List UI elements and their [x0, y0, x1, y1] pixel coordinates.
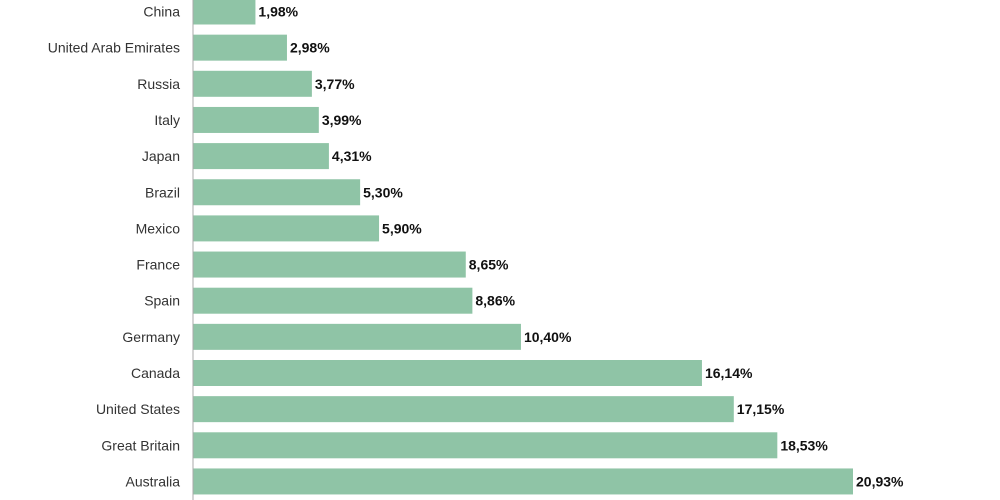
bar-great-britain	[193, 432, 778, 459]
bar-russia	[193, 70, 312, 97]
bar-united-states	[193, 396, 734, 423]
value-label: 3,77%	[315, 76, 355, 92]
bar-japan	[193, 143, 329, 170]
category-label: United Arab Emirates	[48, 40, 180, 56]
bar-china	[193, 0, 256, 25]
bar-spain	[193, 287, 473, 314]
category-label: Italy	[154, 112, 180, 128]
bar-italy	[193, 106, 319, 133]
bar-germany	[193, 323, 521, 350]
value-label: 8,86%	[475, 293, 515, 309]
value-label: 4,31%	[332, 148, 372, 164]
value-labels: 1,98% 2,98% 3,77% 3,99% 4,31% 5,30% 5,90% 8,65%…	[258, 4, 904, 490]
category-label: Brazil	[145, 184, 180, 200]
category-label: Mexico	[136, 220, 181, 236]
value-label: 5,30%	[363, 184, 403, 200]
category-label: Australia	[126, 473, 181, 489]
value-label: 20,93%	[856, 473, 904, 489]
value-label: 10,40%	[524, 329, 572, 345]
category-label: Japan	[142, 148, 180, 164]
category-label: France	[136, 257, 180, 273]
bar-australia	[193, 468, 853, 495]
bar-mexico	[193, 215, 380, 242]
category-label: China	[143, 4, 180, 20]
value-label: 3,99%	[322, 112, 362, 128]
bar-canada	[193, 360, 702, 386]
category-label: Spain	[144, 293, 180, 309]
value-label: 17,15%	[737, 401, 785, 417]
category-label: United States	[96, 401, 180, 417]
category-label: Germany	[122, 329, 180, 345]
value-label: 18,53%	[780, 437, 828, 453]
bar-united-arab-emirates	[193, 34, 287, 61]
category-label: Canada	[131, 365, 180, 381]
bars-layer	[193, 0, 853, 495]
bar-france	[193, 251, 466, 278]
category-label: Great Britain	[101, 437, 180, 453]
value-label: 8,65%	[469, 257, 509, 273]
value-label: 16,14%	[705, 365, 753, 381]
value-label: 2,98%	[290, 40, 330, 56]
category-label: Russia	[137, 76, 180, 92]
bar-brazil	[193, 179, 361, 206]
value-label: 5,90%	[382, 220, 422, 236]
category-labels: China United Arab Emirates Russia Italy Japa…	[48, 4, 181, 490]
value-label: 1,98%	[258, 4, 298, 20]
